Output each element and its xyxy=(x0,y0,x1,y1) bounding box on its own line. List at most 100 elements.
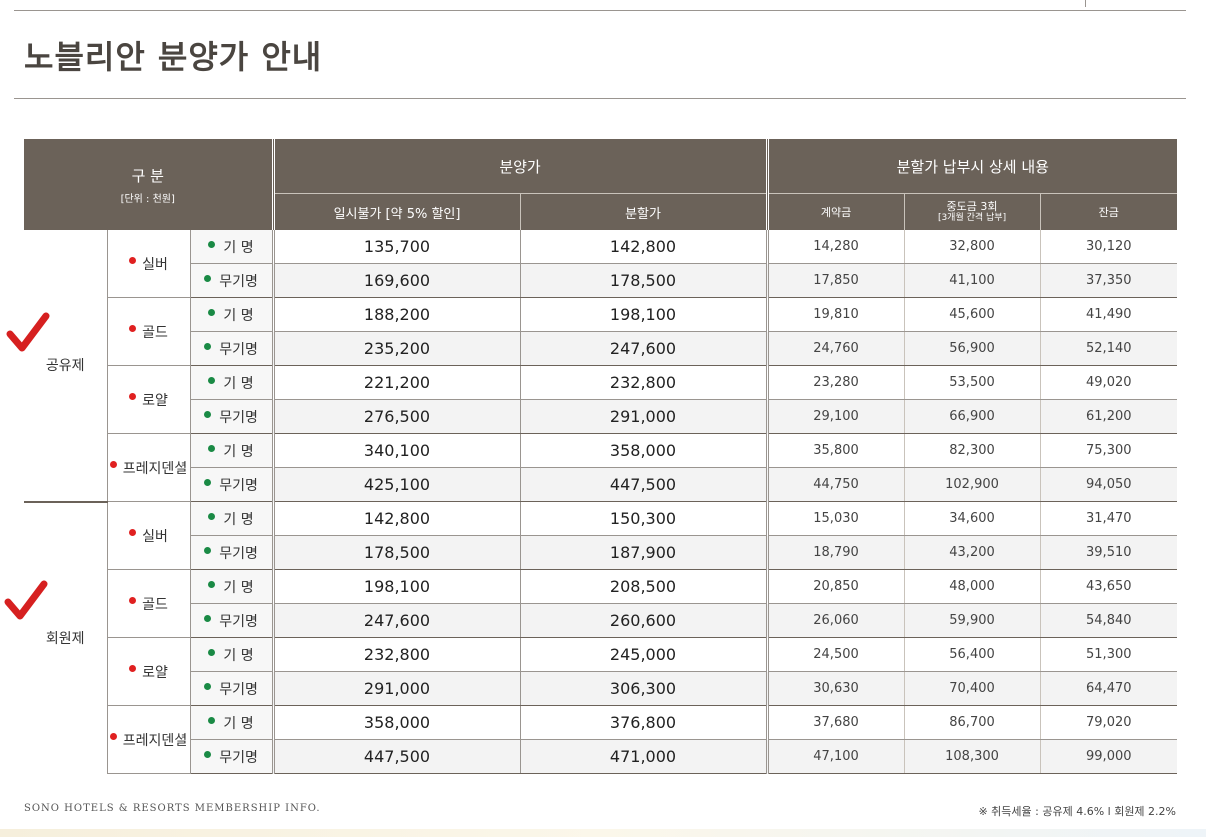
interim-amount: 53,500 xyxy=(904,365,1041,400)
balance-amount: 61,200 xyxy=(1040,399,1178,434)
tier-cell: 골드 xyxy=(106,297,191,366)
green-dot-icon xyxy=(208,717,216,724)
membership-type-label: 기 명 xyxy=(223,647,254,664)
lump-sum-price: 358,000 xyxy=(273,705,521,740)
green-dot-icon xyxy=(204,343,212,350)
lump-sum-price: 178,500 xyxy=(273,535,521,570)
header-installment: 분할가 xyxy=(519,193,768,230)
membership-type: 기 명 xyxy=(190,705,275,740)
lump-sum-price: 247,600 xyxy=(273,603,521,638)
bottom-band xyxy=(0,829,1206,837)
deposit-amount: 47,100 xyxy=(767,739,905,774)
deposit-amount: 37,680 xyxy=(767,705,905,740)
installment-price: 142,800 xyxy=(520,230,769,264)
green-dot-icon xyxy=(204,751,212,758)
group-label: 회원제 xyxy=(24,502,107,774)
green-dot-icon xyxy=(208,377,216,384)
red-dot-icon xyxy=(129,257,137,264)
price-table-body: 공유제 실버 기 명 135,700 142,800 14,280 32,800 30,120… xyxy=(24,230,1178,774)
membership-type: 기 명 xyxy=(190,230,275,264)
deposit-amount: 15,030 xyxy=(767,501,905,536)
red-dot-icon xyxy=(129,665,137,672)
installment-price: 208,500 xyxy=(520,569,769,604)
green-dot-icon xyxy=(208,649,216,656)
interim-amount: 86,700 xyxy=(904,705,1041,740)
interim-amount: 108,300 xyxy=(904,739,1041,774)
deposit-amount: 30,630 xyxy=(767,671,905,706)
red-dot-icon xyxy=(129,393,137,400)
membership-type-label: 무기명 xyxy=(219,477,258,494)
green-dot-icon xyxy=(204,411,212,418)
membership-type-label: 무기명 xyxy=(219,749,258,766)
tier-name: 로얄 xyxy=(142,664,168,681)
green-dot-icon xyxy=(208,513,216,520)
deposit-amount: 26,060 xyxy=(767,603,905,638)
tier-name: 골드 xyxy=(142,324,168,341)
header-interim-line2: [3개월 간격 납부] xyxy=(937,213,1007,223)
interim-amount: 32,800 xyxy=(904,230,1041,264)
header-interim: 중도금 3회 [3개월 간격 납부] xyxy=(903,193,1041,230)
deposit-amount: 35,800 xyxy=(767,433,905,468)
membership-type-label: 기 명 xyxy=(223,511,254,528)
membership-type: 기 명 xyxy=(190,297,275,332)
installment-price: 376,800 xyxy=(520,705,769,740)
balance-amount: 51,300 xyxy=(1040,637,1178,672)
lump-sum-price: 291,000 xyxy=(273,671,521,706)
membership-type-label: 무기명 xyxy=(219,681,258,698)
price-table: 구 분 [단위 : 천원] 분양가 분할가 납부시 상세 내용 일시불가 [약 … xyxy=(24,139,1178,774)
page-title: 노블리안 분양가 안내 xyxy=(24,38,323,76)
balance-amount: 75,300 xyxy=(1040,433,1178,468)
balance-amount: 54,840 xyxy=(1040,603,1178,638)
table-row: 프레지덴셜 기 명 358,000 376,800 37,680 86,700 79,020 xyxy=(24,705,1178,774)
interim-amount: 43,200 xyxy=(904,535,1041,570)
tier-cell: 프레지덴셜 xyxy=(106,433,191,502)
balance-amount: 31,470 xyxy=(1040,501,1178,536)
membership-type-label: 기 명 xyxy=(223,715,254,732)
deposit-amount: 24,500 xyxy=(767,637,905,672)
installment-price: 232,800 xyxy=(520,365,769,400)
table-row: 무기명 425,100 447,500 44,750 102,900 94,050 xyxy=(24,467,1178,502)
balance-amount: 49,020 xyxy=(1040,365,1178,400)
membership-type: 기 명 xyxy=(190,637,275,672)
interim-amount: 102,900 xyxy=(904,467,1041,502)
table-row: 무기명 291,000 306,300 30,630 70,400 64,470 xyxy=(24,671,1178,706)
group-name: 회원제 xyxy=(45,631,85,647)
balance-amount: 94,050 xyxy=(1040,467,1178,502)
membership-type-label: 기 명 xyxy=(223,443,254,460)
table-row: 공유제 실버 기 명 135,700 142,800 14,280 32,800 30,120 xyxy=(24,230,1178,503)
lump-sum-price: 188,200 xyxy=(273,297,521,332)
table-row: 골드 기 명 198,100 208,500 20,850 48,000 43,650 xyxy=(24,569,1178,638)
installment-price: 306,300 xyxy=(520,671,769,706)
green-dot-icon xyxy=(204,683,212,690)
lump-sum-price: 447,500 xyxy=(273,739,521,774)
tier-cell: 로얄 xyxy=(106,637,191,706)
tier-name: 실버 xyxy=(142,256,168,273)
installment-price: 447,500 xyxy=(520,467,769,502)
red-dot-icon xyxy=(109,461,117,468)
interim-amount: 48,000 xyxy=(904,569,1041,604)
deposit-amount: 14,280 xyxy=(767,230,905,264)
lump-sum-price: 276,500 xyxy=(273,399,521,434)
red-dot-icon xyxy=(109,733,117,740)
deposit-amount: 44,750 xyxy=(767,467,905,502)
header-category: 구 분 [단위 : 천원] xyxy=(24,139,274,230)
membership-type: 무기명 xyxy=(190,399,275,434)
header-interim-line1: 중도금 3회 xyxy=(946,200,998,213)
top-tick xyxy=(1085,0,1086,7)
table-row: 프레지덴셜 기 명 340,100 358,000 35,800 82,300 75,300 xyxy=(24,433,1178,502)
green-dot-icon xyxy=(204,547,212,554)
table-row: 회원제 실버 기 명 142,800 150,300 15,030 34,600 31,470 xyxy=(24,501,1178,647)
green-dot-icon xyxy=(204,479,212,486)
group-label: 공유제 xyxy=(24,230,107,503)
lump-sum-price: 235,200 xyxy=(273,331,521,366)
tier-cell: 실버 xyxy=(106,501,191,570)
installment-price: 247,600 xyxy=(520,331,769,366)
top-rule xyxy=(14,10,1186,11)
red-dot-icon xyxy=(129,325,137,332)
balance-amount: 41,490 xyxy=(1040,297,1178,332)
installment-price: 198,100 xyxy=(520,297,769,332)
deposit-amount: 17,850 xyxy=(767,263,905,298)
red-dot-icon xyxy=(129,529,137,536)
table-row: 무기명 247,600 260,600 26,060 59,900 54,840 xyxy=(24,603,1178,638)
table-row: 무기명 447,500 471,000 47,100 108,300 99,000 xyxy=(24,739,1178,774)
